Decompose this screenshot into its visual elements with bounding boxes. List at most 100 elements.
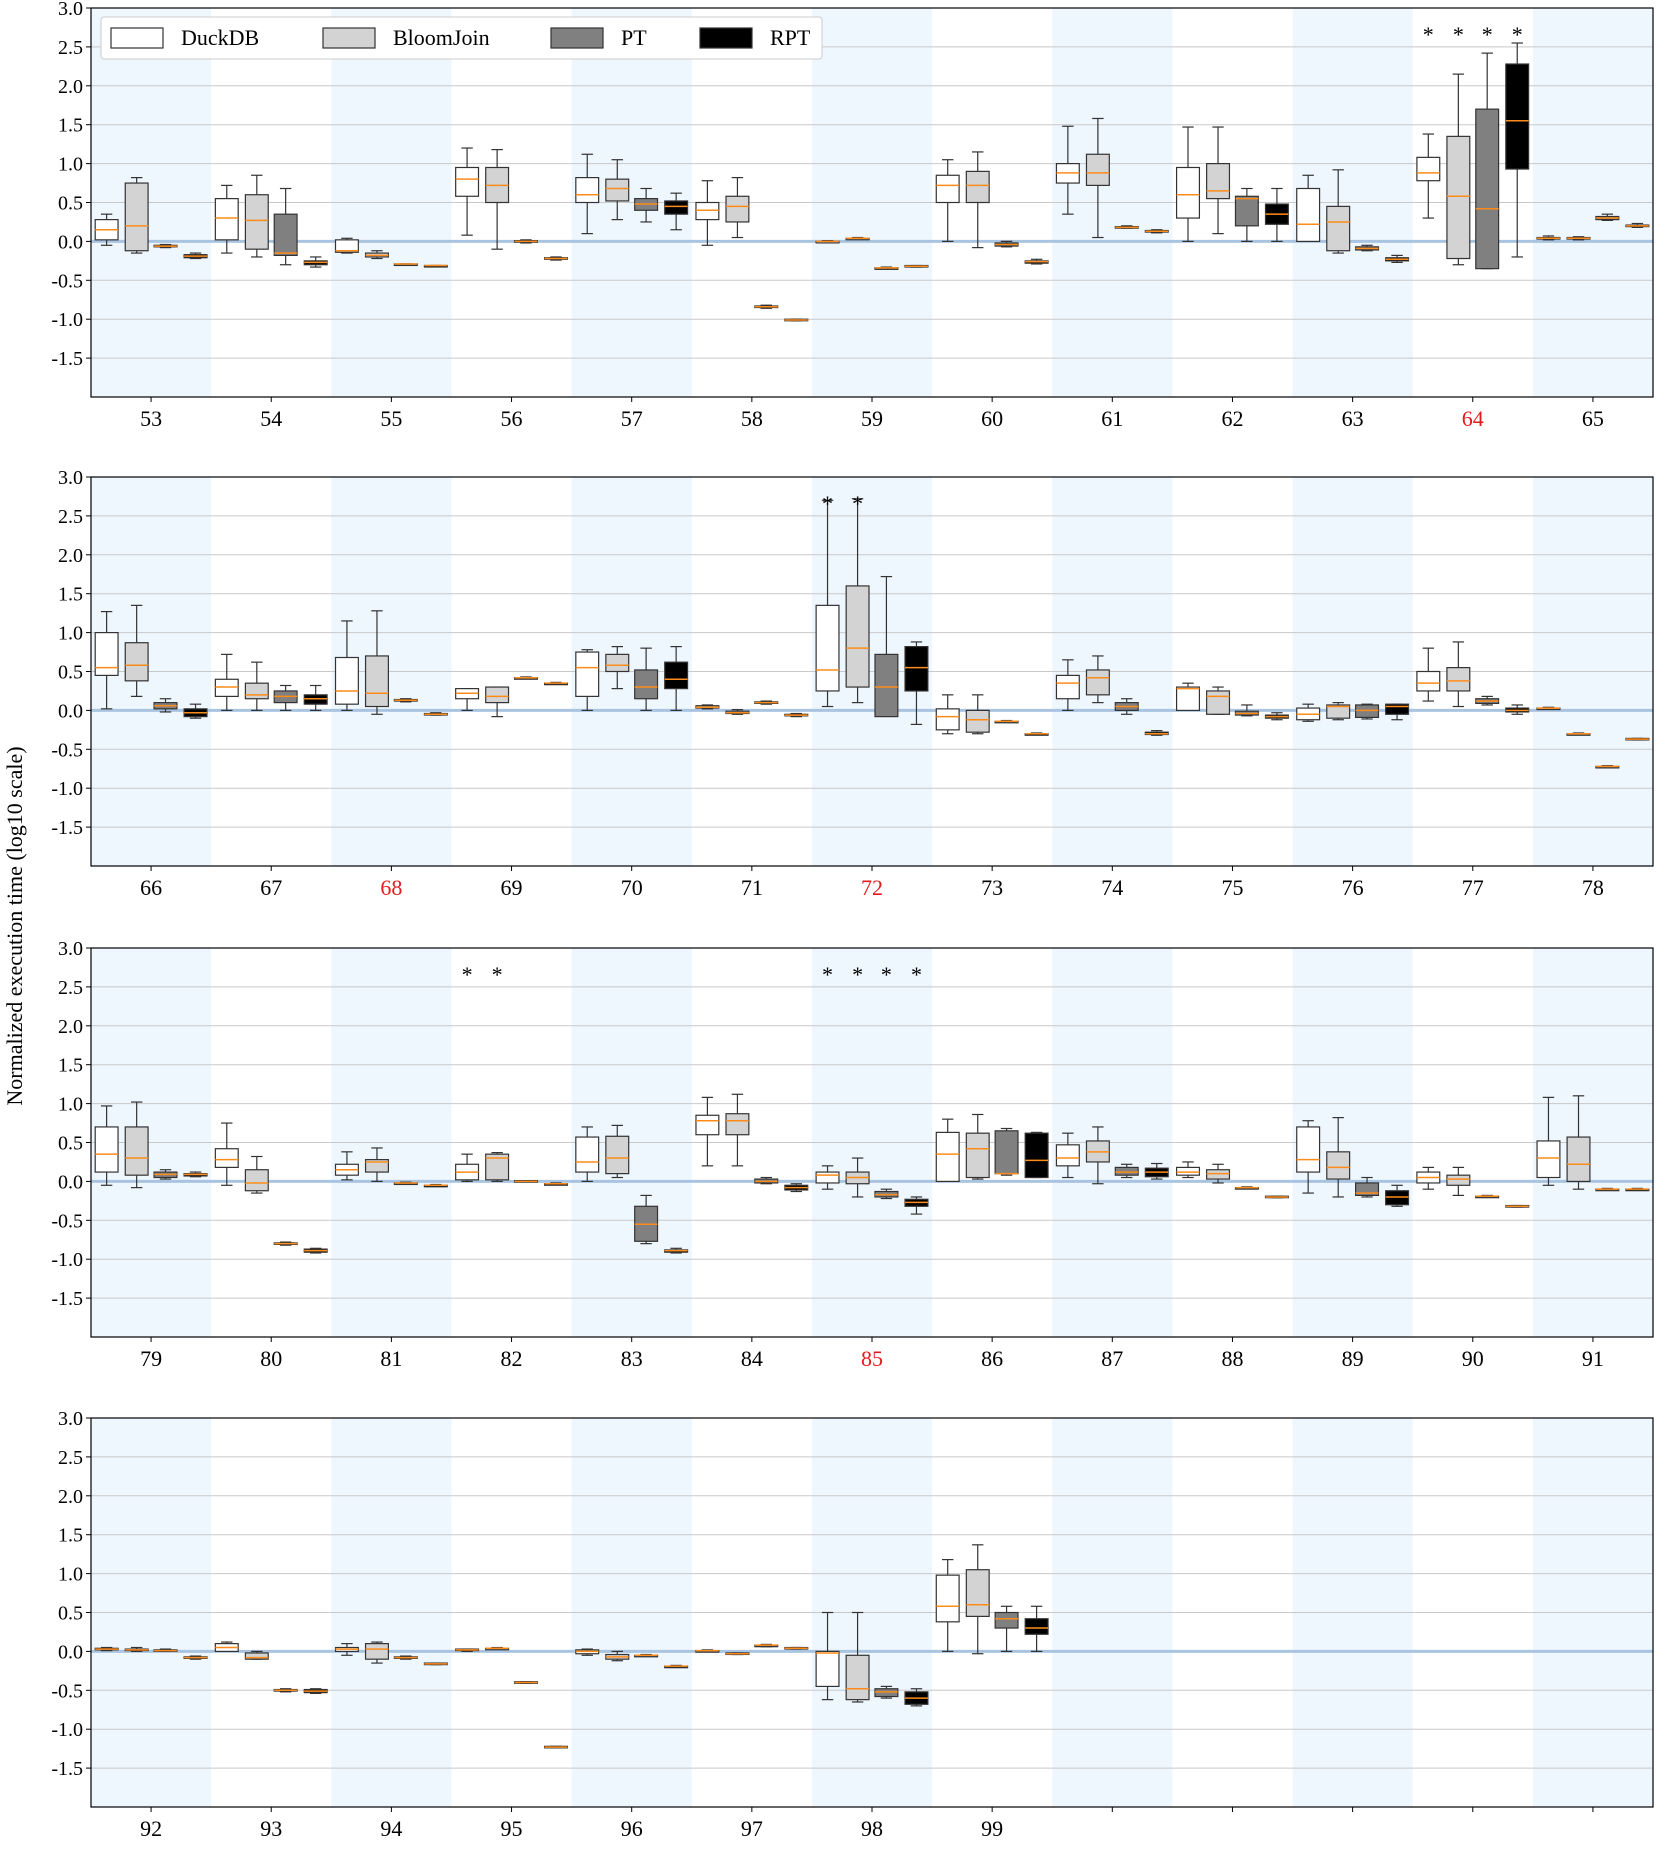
x-tick-label: 90 bbox=[1462, 1346, 1484, 1371]
box-rpt bbox=[1625, 1187, 1650, 1192]
y-tick-label: 3.0 bbox=[58, 1408, 83, 1430]
iqr-box bbox=[124, 182, 149, 252]
box-rpt bbox=[1144, 730, 1169, 736]
query-group bbox=[455, 1152, 569, 1186]
box-pt bbox=[1114, 225, 1139, 229]
panel-frame bbox=[90, 7, 1654, 398]
box-pt bbox=[1595, 1187, 1620, 1192]
box-rpt bbox=[1024, 1131, 1049, 1179]
iqr-box bbox=[244, 1169, 269, 1192]
query-group bbox=[334, 1147, 448, 1188]
x-tick-label: 79 bbox=[140, 1346, 162, 1371]
iqr-box bbox=[1085, 153, 1110, 186]
x-tick-label: 53 bbox=[140, 406, 162, 431]
x-tick-label: 83 bbox=[621, 1346, 643, 1371]
box-bloomjoin bbox=[965, 151, 990, 249]
iqr-box bbox=[695, 1114, 720, 1136]
iqr-box bbox=[455, 166, 480, 197]
box-duckdb bbox=[334, 237, 359, 254]
box-duckdb bbox=[1296, 703, 1321, 722]
box-rpt bbox=[1385, 703, 1410, 721]
star-marker: * bbox=[852, 962, 863, 987]
y-tick-label: 3.0 bbox=[58, 467, 83, 489]
y-tick-label: 1.5 bbox=[58, 584, 83, 606]
box-duckdb bbox=[695, 704, 720, 710]
query-group bbox=[695, 1093, 809, 1193]
box-bloomjoin bbox=[1446, 641, 1471, 708]
y-tick-label: 3.0 bbox=[58, 938, 83, 960]
x-tick-label: 82 bbox=[501, 1346, 523, 1371]
box-pt bbox=[1234, 187, 1259, 242]
box-rpt bbox=[1385, 254, 1410, 264]
box-rpt bbox=[543, 256, 569, 261]
iqr-box bbox=[1296, 187, 1321, 243]
box-duckdb bbox=[94, 213, 119, 246]
box-pt bbox=[393, 698, 418, 703]
box-rpt bbox=[1625, 222, 1650, 228]
box-duckdb bbox=[1416, 647, 1441, 702]
query-group bbox=[1175, 126, 1289, 242]
box-duckdb bbox=[575, 649, 600, 712]
iqr-box bbox=[935, 1131, 960, 1182]
box-bloomjoin bbox=[965, 694, 990, 735]
box-duckdb bbox=[1055, 659, 1080, 712]
box-rpt bbox=[423, 264, 448, 268]
panel-frame bbox=[90, 947, 1654, 1338]
box-bloomjoin bbox=[965, 1113, 990, 1180]
x-tick-label: 71 bbox=[741, 875, 763, 900]
query-group bbox=[214, 1641, 328, 1695]
box-bloomjoin bbox=[1326, 702, 1351, 721]
iqr-box bbox=[1505, 63, 1530, 170]
iqr-box bbox=[244, 1652, 269, 1660]
iqr-box bbox=[364, 1643, 389, 1660]
x-tick-label: 91 bbox=[1582, 1346, 1604, 1371]
box-rpt bbox=[664, 646, 689, 712]
iqr-box bbox=[334, 656, 359, 705]
box-bloomjoin bbox=[845, 1157, 870, 1198]
y-tick-label: -1.5 bbox=[51, 817, 83, 839]
iqr-box bbox=[725, 195, 750, 223]
box-pt bbox=[754, 1643, 779, 1648]
box-duckdb bbox=[455, 688, 480, 712]
iqr-box bbox=[1055, 674, 1080, 700]
box-duckdb bbox=[1536, 235, 1561, 241]
legend-item-duckdb: DuckDB bbox=[110, 25, 259, 50]
iqr-box bbox=[1385, 703, 1410, 715]
query-group bbox=[815, 1611, 929, 1707]
box-duckdb bbox=[695, 1096, 720, 1167]
iqr-box bbox=[965, 709, 990, 733]
y-tick-label: 0.5 bbox=[58, 1133, 83, 1155]
iqr-box bbox=[244, 194, 269, 250]
iqr-box bbox=[1206, 1169, 1231, 1180]
box-duckdb bbox=[1175, 1161, 1201, 1179]
box-duckdb bbox=[94, 610, 119, 710]
iqr-box bbox=[1206, 163, 1231, 200]
box-rpt bbox=[784, 1183, 809, 1193]
box-bloomjoin bbox=[244, 1650, 269, 1660]
box-pt bbox=[754, 700, 779, 705]
box-pt bbox=[393, 263, 418, 267]
x-tick-label: 81 bbox=[380, 1346, 402, 1371]
y-tick-label: -1.0 bbox=[51, 1719, 83, 1741]
box-pt bbox=[994, 240, 1019, 248]
box-duckdb bbox=[935, 159, 960, 242]
iqr-box bbox=[364, 1159, 389, 1173]
box-pt bbox=[273, 187, 298, 266]
box-pt bbox=[1234, 1186, 1259, 1190]
y-tick-label: 2.5 bbox=[58, 1447, 83, 1469]
box-pt bbox=[513, 1681, 538, 1684]
x-tick-label: 66 bbox=[140, 875, 162, 900]
iqr-box bbox=[1175, 166, 1201, 219]
panel-4: 3.0 2.5 2.0 1.5 1.0 0.5 0.0 -0.5 -1.0 -1.5 92 93 94 9… bbox=[51, 1408, 1654, 1841]
box-duckdb bbox=[1536, 1096, 1561, 1186]
box-duckdb bbox=[815, 1611, 840, 1701]
box-pt bbox=[634, 647, 659, 712]
box-duckdb bbox=[214, 1641, 239, 1653]
box-pt bbox=[1595, 213, 1620, 221]
box-duckdb bbox=[575, 1648, 600, 1656]
box-duckdb bbox=[334, 1643, 359, 1656]
box-bloomjoin bbox=[1566, 1095, 1591, 1190]
iqr-box bbox=[94, 1126, 119, 1173]
iqr-box bbox=[1385, 1190, 1410, 1206]
box-pt bbox=[994, 1605, 1019, 1653]
